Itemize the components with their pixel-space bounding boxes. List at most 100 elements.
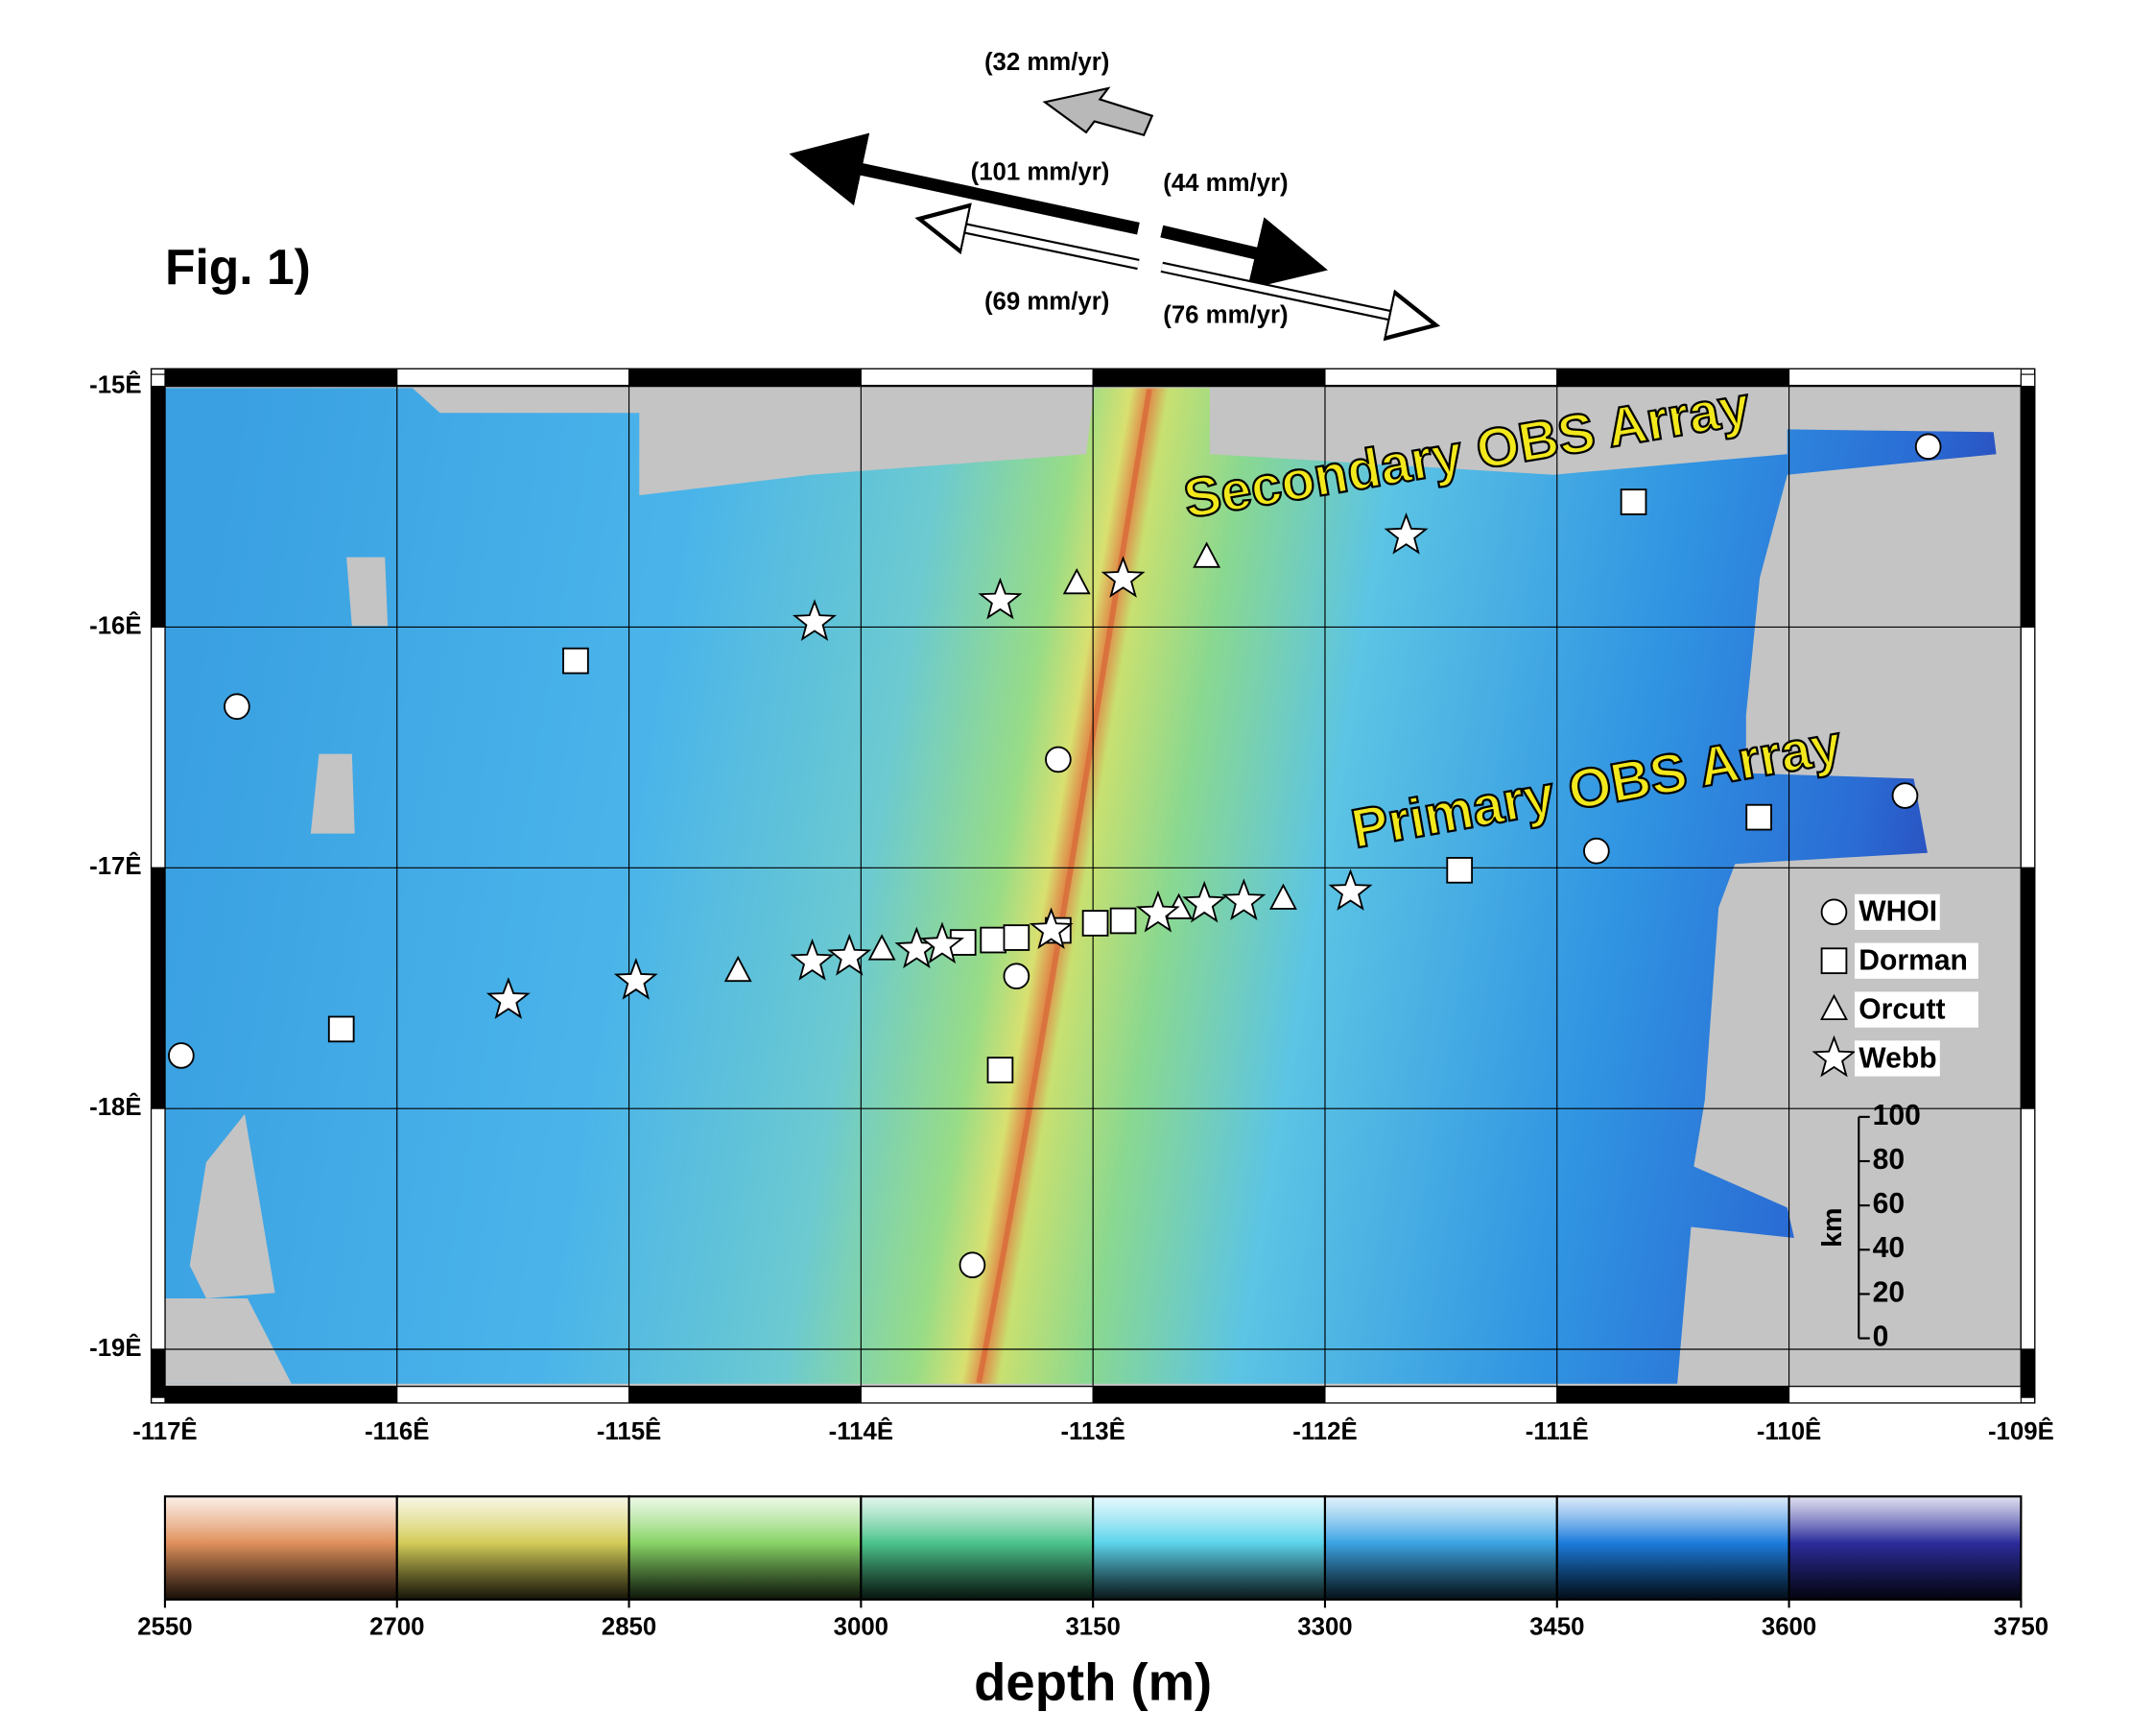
frame-bar [151,626,166,868]
frame-bar [1788,1386,2022,1404]
no-data-area [164,1297,292,1384]
station-circle [1583,837,1610,865]
station-circle [1045,746,1072,773]
x-tick-label: -109Ê [1988,1416,2054,1445]
colorbar-tick-label: 2850 [602,1614,656,1641]
y-tick-label: -17Ê [89,851,141,880]
x-tick-label: -117Ê [132,1416,197,1445]
figure-title: Fig. 1) [165,239,311,295]
station-circle [1891,782,1919,809]
y-tick-label: -18Ê [89,1092,141,1121]
station-square [980,926,1007,954]
x-tick-label: -110Ê [1757,1416,1821,1445]
station-star [485,977,531,1019]
y-tick-label: -16Ê [89,610,141,639]
frame-bar [627,1386,862,1404]
scale-tick-label: 80 [1873,1144,1905,1176]
station-circle [1003,963,1030,990]
legend-label: Webb [1859,1042,1936,1074]
station-star [978,577,1023,620]
legend-label-bg [1854,942,1978,979]
scale-tick-label: 20 [1873,1276,1905,1308]
station-square [1446,856,1474,884]
station-star [613,957,658,1000]
arrow [959,227,1140,268]
station-triangle [1268,883,1297,910]
motion-label: (101 mm/yr) [971,159,1110,186]
scale-tick-label: 60 [1873,1188,1905,1220]
x-tick-label: -115Ê [597,1416,661,1445]
station-square [1620,488,1647,515]
motion-label: (69 mm/yr) [984,288,1109,315]
colorbar-tick-label: 2550 [137,1614,192,1641]
colorbar-segment [395,1495,630,1601]
colorbar-label: depth (m) [974,1653,1212,1711]
station-star [790,938,835,981]
bathymetry [164,388,1997,1384]
frame-bar [860,368,1094,387]
station-star [1135,890,1180,933]
frame-bar [2020,373,2036,388]
station-triangle [1820,993,1848,1021]
frame-bar [164,368,398,387]
legend-label-bg [1854,893,1940,930]
station-star [1384,512,1429,555]
arrow [789,132,1140,235]
scale-tick-label: 0 [1873,1321,1889,1353]
legend-label-bg [1854,991,1978,1028]
arrow [1160,217,1328,290]
colorbar-segment [163,1495,398,1601]
x-tick-label: -111Ê [1526,1416,1589,1445]
y-tick-label: -15Ê [89,369,141,398]
station-star [1221,878,1267,920]
x-tick-label: -113Ê [1060,1416,1125,1445]
y-tick-label: -19Ê [89,1333,141,1362]
station-square [986,1057,1014,1083]
x-tick-label: -112Ê [1292,1416,1357,1445]
station-circle [959,1251,986,1279]
colorbar-segment [860,1495,1095,1601]
frame-bar [1556,1386,1790,1404]
frame-bar [151,867,166,1109]
colorbar-segment [1555,1495,1790,1601]
station-star [827,933,872,976]
frame-bar [396,1386,630,1404]
station-square [327,1015,355,1043]
colorbar-tick-label: 3450 [1529,1614,1584,1641]
frame-bar [627,368,862,387]
no-data-area [310,753,355,834]
station-circle [224,693,250,721]
frame-bar [2020,867,2036,1109]
colorbar-segment [1092,1495,1327,1601]
colorbar-tick-label: 3150 [1065,1614,1120,1641]
scale-tick-label: 100 [1873,1100,1921,1131]
colorbar-segment [627,1495,863,1601]
station-square [1745,803,1772,831]
station-star [792,599,838,641]
frame-bar [396,368,630,387]
frame-bar [1324,368,1558,387]
station-triangle [723,955,752,983]
frame-bar [151,373,166,388]
station-star [1101,556,1146,598]
station-star [1029,907,1074,950]
x-tick-label: -116Ê [365,1416,429,1445]
colorbar-segment [1323,1495,1558,1601]
motion-label: (32 mm/yr) [984,49,1109,76]
frame-bar [1324,1386,1558,1404]
frame-bar [151,1348,166,1398]
legend-label: WHOI [1859,896,1937,928]
station-square [1003,924,1030,951]
station-star [1811,1034,1857,1078]
frame-bar [151,1107,166,1350]
colorbar-tick-label: 3000 [834,1614,888,1641]
frame-bar [1092,1386,1326,1404]
station-star [1328,868,1373,911]
frame-bar [2020,626,2036,868]
station-circle [168,1042,195,1069]
station-square [1109,907,1137,935]
station-circle [1820,898,1848,926]
frame-bar [164,1386,398,1404]
station-square [1820,947,1848,975]
